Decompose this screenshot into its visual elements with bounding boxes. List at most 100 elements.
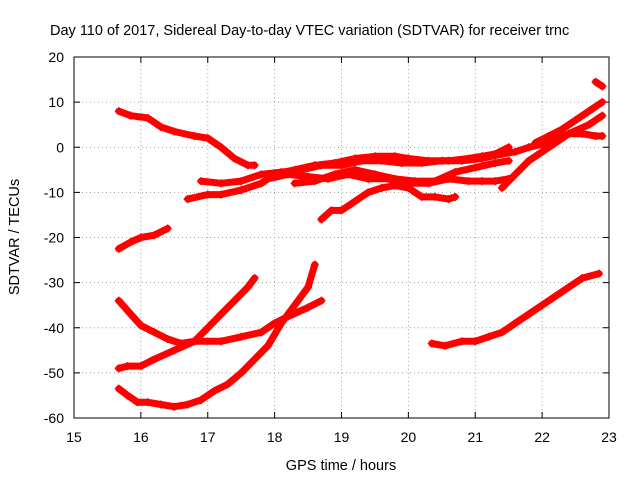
axis-ticks bbox=[73, 56, 610, 419]
data-point bbox=[290, 301, 299, 310]
data-point bbox=[170, 402, 179, 411]
data-point bbox=[451, 192, 460, 201]
data-point bbox=[377, 183, 386, 192]
data-point bbox=[511, 170, 520, 179]
data-point bbox=[598, 82, 607, 91]
x-tick-label: 19 bbox=[334, 429, 350, 445]
data-point bbox=[136, 362, 145, 371]
data-point bbox=[114, 364, 123, 373]
data-point bbox=[304, 303, 313, 312]
data-point bbox=[156, 400, 165, 409]
data-point bbox=[237, 368, 246, 377]
data-point bbox=[317, 296, 326, 305]
x-tick-label: 17 bbox=[200, 429, 216, 445]
data-point bbox=[524, 156, 533, 165]
data-point bbox=[126, 310, 135, 319]
data-point bbox=[524, 310, 533, 319]
data-point bbox=[350, 197, 359, 206]
data-point bbox=[491, 177, 500, 186]
data-point bbox=[163, 335, 172, 344]
series-track-3 bbox=[115, 274, 259, 347]
data-point bbox=[203, 190, 212, 199]
y-axis-label: SDTVAR / TECUs bbox=[7, 179, 23, 295]
data-point bbox=[571, 116, 580, 125]
data-point bbox=[210, 386, 219, 395]
data-point bbox=[538, 147, 547, 156]
data-point bbox=[598, 98, 607, 107]
series-track-12 bbox=[498, 130, 606, 192]
data-point bbox=[564, 129, 573, 138]
data-point bbox=[136, 233, 145, 242]
data-point bbox=[464, 177, 473, 186]
x-tick-label: 23 bbox=[601, 429, 617, 445]
data-point bbox=[230, 296, 239, 305]
data-point bbox=[217, 190, 226, 199]
y-tick-labels: -60 -50 -40 -30 -20 -10 0 10 20 bbox=[44, 49, 64, 426]
data-point bbox=[156, 122, 165, 131]
data-point bbox=[123, 391, 132, 400]
data-point bbox=[126, 238, 135, 247]
data-point bbox=[417, 159, 426, 168]
data-point bbox=[114, 244, 123, 253]
data-point bbox=[217, 310, 226, 319]
data-point bbox=[558, 125, 567, 134]
data-point bbox=[263, 174, 272, 183]
y-tick-label: 20 bbox=[48, 49, 64, 65]
data-point bbox=[183, 195, 192, 204]
data-point bbox=[591, 131, 600, 140]
data-point bbox=[357, 156, 366, 165]
data-point bbox=[411, 177, 420, 186]
x-tick-labels: 15 16 17 18 19 20 21 22 23 bbox=[66, 429, 617, 445]
data-point bbox=[457, 337, 466, 346]
data-point bbox=[217, 179, 226, 188]
series-track-5 bbox=[115, 261, 319, 411]
data-point bbox=[250, 161, 259, 170]
data-point bbox=[504, 156, 513, 165]
data-point bbox=[457, 156, 466, 165]
data-point bbox=[217, 337, 226, 346]
series-track-13 bbox=[531, 98, 606, 147]
data-point bbox=[237, 177, 246, 186]
data-point bbox=[471, 163, 480, 172]
x-tick-label: 20 bbox=[401, 429, 417, 445]
data-point bbox=[170, 346, 179, 355]
data-point bbox=[544, 131, 553, 140]
data-point bbox=[598, 131, 607, 140]
data-point bbox=[391, 174, 399, 183]
data-point bbox=[257, 179, 266, 188]
chart-title: Day 110 of 2017, Sidereal Day-to-day VTE… bbox=[50, 23, 569, 39]
data-point bbox=[310, 260, 319, 269]
data-point bbox=[431, 192, 440, 201]
data-point bbox=[511, 319, 520, 328]
data-point bbox=[143, 113, 152, 122]
data-point bbox=[441, 341, 450, 350]
data-point bbox=[310, 177, 319, 186]
data-point bbox=[551, 138, 560, 147]
data-point bbox=[564, 283, 573, 292]
data-point bbox=[126, 111, 135, 120]
data-point bbox=[477, 177, 486, 186]
data-point bbox=[337, 161, 346, 170]
data-point bbox=[250, 274, 259, 283]
data-point bbox=[511, 147, 520, 156]
data-point bbox=[243, 283, 252, 292]
data-point bbox=[377, 156, 386, 165]
y-tick-label: -60 bbox=[44, 410, 64, 426]
x-tick-label: 21 bbox=[467, 429, 483, 445]
y-tick-label: 0 bbox=[56, 139, 64, 155]
data-point bbox=[317, 161, 326, 170]
data-point bbox=[431, 177, 440, 186]
data-point bbox=[594, 269, 603, 278]
data-point bbox=[197, 177, 206, 186]
y-tick-label: -30 bbox=[44, 275, 64, 291]
data-point bbox=[190, 131, 199, 140]
data-point bbox=[471, 337, 480, 346]
data-point bbox=[183, 400, 192, 409]
data-point bbox=[498, 183, 506, 192]
data-point bbox=[317, 215, 326, 224]
data-point bbox=[284, 170, 292, 179]
data-point bbox=[257, 170, 266, 179]
data-point bbox=[290, 179, 299, 188]
data-point bbox=[427, 339, 436, 348]
